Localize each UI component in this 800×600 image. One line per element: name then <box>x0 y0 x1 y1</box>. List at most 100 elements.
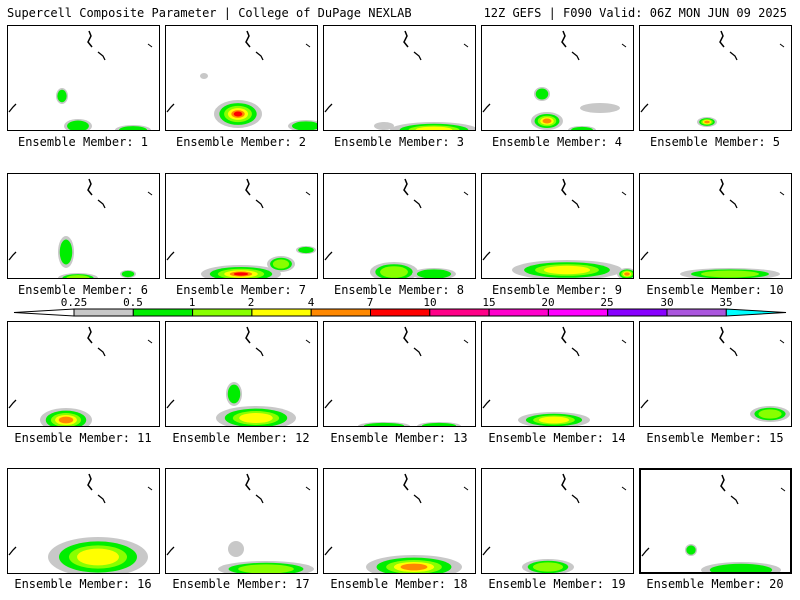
scp-contour <box>59 239 73 265</box>
member-panel[interactable] <box>323 173 476 279</box>
coastline <box>305 486 311 491</box>
scale-tick-label: 15 <box>482 296 496 309</box>
scp-contour <box>272 259 290 269</box>
scale-swatch <box>547 308 609 317</box>
member-panel[interactable] <box>7 25 160 131</box>
scale-tick-label: 4 <box>307 296 315 309</box>
coastline <box>719 326 725 344</box>
member-panel[interactable] <box>7 173 160 279</box>
scp-contour <box>416 269 452 278</box>
member-panel[interactable] <box>165 173 318 279</box>
member-label: Ensemble Member: 5 <box>649 135 781 149</box>
scp-contour <box>233 111 243 117</box>
scp-contour <box>77 548 119 566</box>
coastline <box>255 347 264 357</box>
member-panel[interactable] <box>323 321 476 427</box>
scp-contour <box>758 409 782 419</box>
run-valid-time: 12Z GEFS | F090 Valid: 06Z MON JUN 09 20… <box>483 6 787 20</box>
coastline <box>482 399 491 409</box>
member-panel[interactable] <box>639 468 792 574</box>
scp-contour <box>227 384 241 404</box>
scp-contour <box>571 126 593 130</box>
scp-contour <box>532 562 564 572</box>
coastline <box>87 30 93 48</box>
member-label: Ensemble Member: 9 <box>491 283 623 297</box>
scp-contour <box>238 564 294 573</box>
member-label: Ensemble Member: 8 <box>333 283 465 297</box>
member-map <box>640 326 790 422</box>
member-panel[interactable] <box>165 468 318 574</box>
scp-contour <box>58 416 74 424</box>
member-panel[interactable] <box>7 321 160 427</box>
member-map <box>482 178 633 278</box>
member-panel[interactable] <box>639 25 792 131</box>
coastline <box>8 399 17 409</box>
member-panel[interactable] <box>7 468 160 574</box>
coastline <box>413 199 422 209</box>
member-panel[interactable] <box>481 321 634 427</box>
scale-swatch <box>73 308 134 317</box>
member-panel[interactable] <box>481 173 634 279</box>
member-label: Ensemble Member: 3 <box>333 135 465 149</box>
coastline <box>8 103 17 113</box>
scale-tick-label: 2 <box>247 296 255 309</box>
member-label: Ensemble Member: 11 <box>14 431 152 445</box>
coastline <box>561 30 567 48</box>
scale-tick-label: 1 <box>188 296 196 309</box>
coastline <box>561 178 567 196</box>
scp-contour <box>118 126 148 130</box>
coastline <box>571 51 580 61</box>
member-panel[interactable] <box>639 321 792 427</box>
coastline <box>463 486 469 491</box>
coastline <box>87 473 93 491</box>
coastline <box>561 326 567 344</box>
member-panel[interactable] <box>481 468 634 574</box>
coastline <box>729 199 738 209</box>
member-label: Ensemble Member: 13 <box>330 431 468 445</box>
coastline <box>8 546 17 556</box>
member-map <box>482 326 627 426</box>
coastline <box>463 339 469 344</box>
coastline <box>720 474 726 492</box>
coastline <box>403 473 409 491</box>
coastline <box>640 103 649 113</box>
member-panel[interactable] <box>639 173 792 279</box>
scp-contour <box>542 118 552 124</box>
member-label: Ensemble Member: 19 <box>488 577 626 591</box>
coastline <box>87 326 93 344</box>
member-panel[interactable] <box>165 321 318 427</box>
member-label: Ensemble Member: 10 <box>646 283 784 297</box>
coastline <box>166 399 175 409</box>
coastline <box>147 43 153 48</box>
member-panel[interactable] <box>323 25 476 131</box>
scp-contour <box>421 422 457 426</box>
scale-tick-label: 0.5 <box>123 296 143 309</box>
member-label: Ensemble Member: 4 <box>491 135 623 149</box>
scale-tick-label: 25 <box>600 296 614 309</box>
coastline <box>324 251 333 261</box>
scale-tick-label: 20 <box>541 296 555 309</box>
scale-tick-label: 0.25 <box>60 296 88 309</box>
coastline <box>719 178 725 196</box>
member-map <box>166 30 317 130</box>
coastline <box>621 339 627 344</box>
coastline <box>413 347 422 357</box>
scale-tick-label: 30 <box>660 296 674 309</box>
scale-tick-label: 7 <box>366 296 374 309</box>
scale-over-arrow <box>725 308 787 317</box>
scp-contour <box>538 416 570 424</box>
coastline <box>245 178 251 196</box>
scale-swatch <box>132 308 194 317</box>
member-panel[interactable] <box>481 25 634 131</box>
scp-contour <box>686 545 696 555</box>
member-panel[interactable] <box>165 25 318 131</box>
member-label: Ensemble Member: 14 <box>488 431 626 445</box>
scp-contour <box>66 275 90 278</box>
coastline <box>780 487 786 492</box>
member-label: Ensemble Member: 12 <box>172 431 310 445</box>
map-title: Supercell Composite Parameter | College … <box>7 6 412 20</box>
coastline <box>255 51 264 61</box>
scp-contour <box>415 126 453 130</box>
member-panel[interactable] <box>323 468 476 574</box>
coastline <box>147 191 153 196</box>
